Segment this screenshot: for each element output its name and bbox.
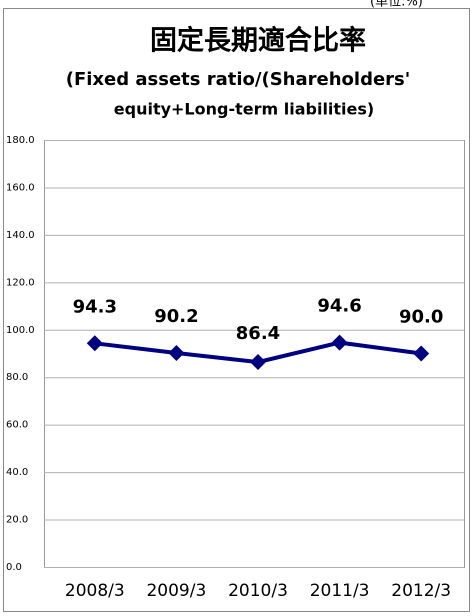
unit-note: (単位:%): [370, 0, 423, 10]
y-tick-label: 80.0: [6, 372, 28, 383]
y-tick-label: 40.0: [6, 467, 28, 478]
y-tick-label: 100.0: [6, 325, 35, 336]
marker: [331, 334, 348, 351]
chart-title: 固定長期適合比率: [150, 25, 366, 57]
y-tick-label: 120.0: [6, 277, 35, 288]
data-label: 90.0: [399, 307, 443, 328]
chart-subtitle: (Fixed assets ratio/(Shareholders': [66, 69, 411, 90]
y-tick-label: 20.0: [6, 515, 28, 526]
marker: [250, 354, 266, 371]
y-tick-label: 180.0: [6, 135, 35, 146]
y-tick-label: 60.0: [6, 420, 28, 431]
y-tick-label: 140.0: [6, 230, 35, 241]
data-label: 90.2: [154, 306, 198, 327]
x-tick-label: 2011/3: [310, 581, 370, 601]
marker: [413, 345, 430, 362]
x-tick-label: 2008/3: [65, 581, 125, 601]
marker: [86, 335, 103, 352]
x-tick-label: 2009/3: [146, 581, 206, 601]
y-tick-label: 0.0: [6, 562, 22, 573]
chart-subtitle: equity+Long-term liabilities): [114, 100, 374, 119]
x-tick-label: 2010/3: [228, 581, 288, 601]
data-label: 94.6: [317, 296, 361, 317]
x-tick-label: 2012/3: [391, 581, 451, 601]
y-tick-label: 160.0: [6, 182, 35, 193]
data-label: 86.4: [236, 323, 280, 344]
data-label: 94.3: [73, 296, 117, 317]
marker: [168, 345, 185, 362]
plot-area: [44, 140, 465, 568]
